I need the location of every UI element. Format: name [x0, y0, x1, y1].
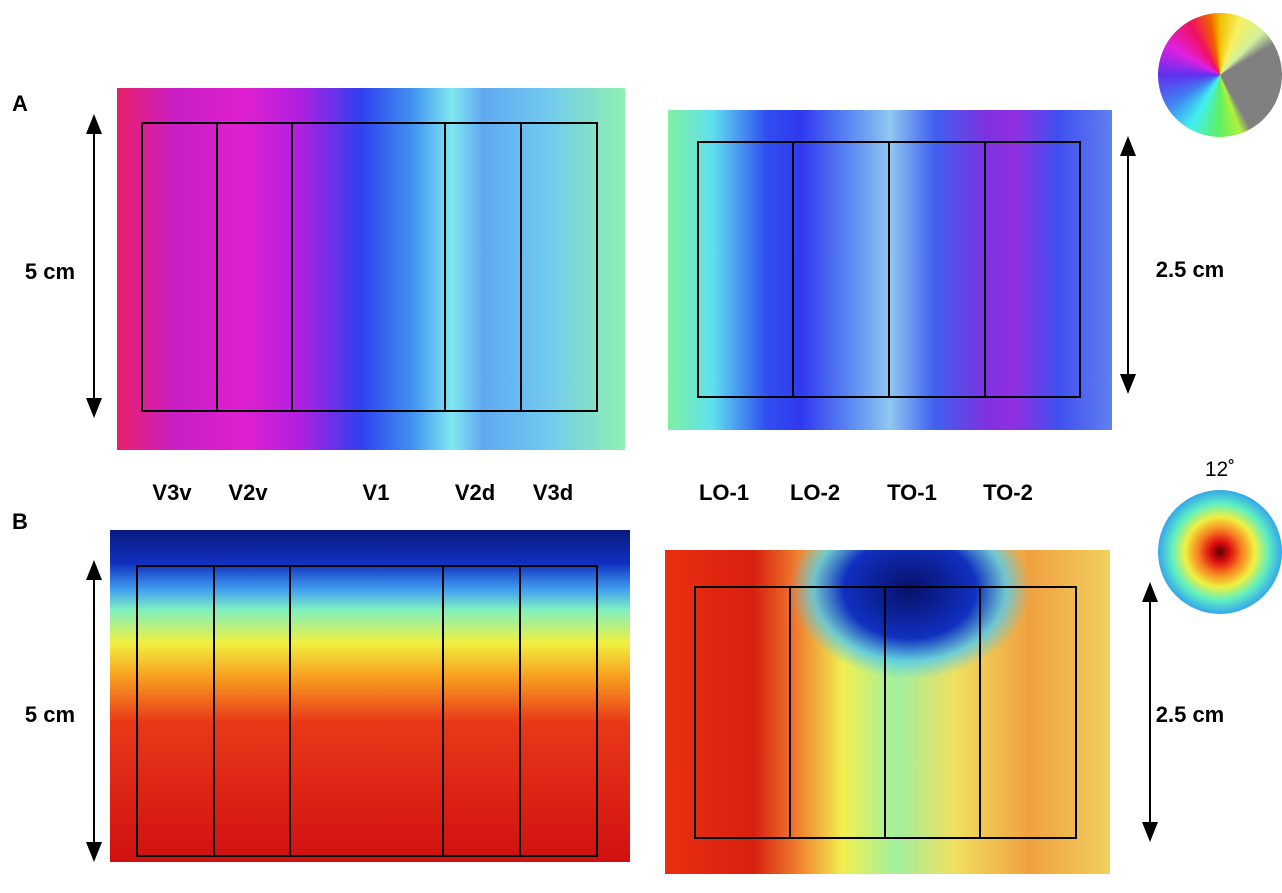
region-label: LO-2: [789, 480, 841, 505]
eccentricity-map-early: [110, 530, 630, 862]
region-label: V2d: [454, 480, 496, 505]
scale-label: 5 cm: [24, 702, 76, 727]
polar-angle-legend: [1158, 13, 1282, 137]
eccentricity-map-late: [665, 550, 1110, 874]
roi-grid: [136, 122, 1081, 857]
eccentricity-legend: [1158, 490, 1282, 614]
region-label: LO-1: [698, 480, 750, 505]
region-label: V3d: [532, 480, 574, 505]
region-label: TO-1: [887, 480, 937, 505]
phase-map-early: [117, 88, 625, 450]
scale-arrows: [86, 114, 1158, 862]
eccentricity-label: 12˚: [1204, 458, 1236, 481]
region-label: V3v: [152, 480, 192, 505]
panel-label: B: [12, 509, 28, 534]
scale-label: 2.5 cm: [1155, 702, 1225, 727]
region-label: TO-2: [983, 480, 1033, 505]
region-label: V1: [362, 480, 390, 505]
scale-label: 2.5 cm: [1155, 257, 1225, 282]
region-label: V2v: [228, 480, 268, 505]
scale-label: 5 cm: [24, 259, 76, 284]
panel-label: A: [12, 91, 28, 116]
